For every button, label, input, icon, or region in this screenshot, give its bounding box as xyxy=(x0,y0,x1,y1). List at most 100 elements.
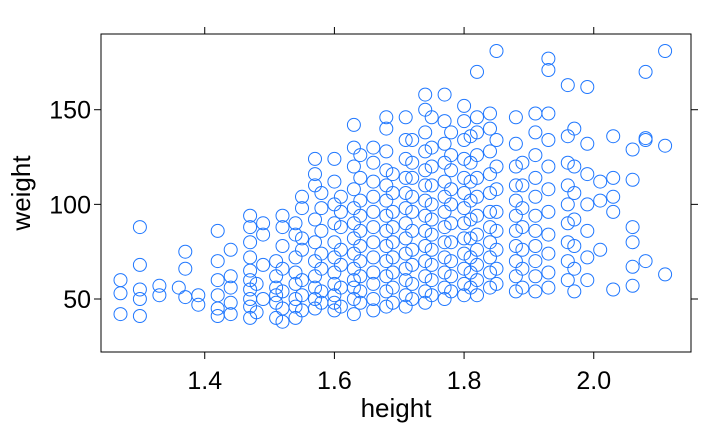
data-point xyxy=(508,193,523,208)
data-point xyxy=(398,151,413,166)
data-point xyxy=(379,193,394,208)
data-point xyxy=(132,309,147,323)
y-tick-label: 100 xyxy=(49,191,91,219)
data-point xyxy=(470,273,484,288)
data-point xyxy=(528,125,543,140)
data-point xyxy=(418,125,433,140)
data-point xyxy=(457,201,472,216)
data-point xyxy=(418,239,433,253)
data-point xyxy=(243,220,258,235)
data-point xyxy=(515,155,530,170)
data-point xyxy=(256,257,271,272)
data-point xyxy=(353,223,368,238)
data-point xyxy=(470,242,484,257)
data-point xyxy=(366,235,381,250)
data-point xyxy=(541,51,556,66)
data-point xyxy=(366,220,381,235)
data-point xyxy=(470,227,484,242)
data-point xyxy=(132,292,147,306)
x-tick-label: 1.4 xyxy=(187,367,222,395)
data-point xyxy=(508,136,523,151)
data-point xyxy=(405,223,420,238)
data-point xyxy=(210,273,225,288)
data-point xyxy=(346,201,361,216)
data-point xyxy=(418,144,433,159)
data-point xyxy=(398,110,413,125)
x-tick-label: 1.6 xyxy=(317,367,352,395)
data-point xyxy=(333,204,348,219)
data-point xyxy=(470,125,484,140)
data-point xyxy=(385,280,400,295)
data-point xyxy=(444,197,459,212)
data-point xyxy=(223,295,238,310)
data-point xyxy=(366,189,381,204)
data-point xyxy=(528,284,543,299)
data-point xyxy=(379,284,394,299)
data-point xyxy=(515,201,530,216)
data-point xyxy=(327,216,342,231)
data-point xyxy=(638,64,653,79)
data-point xyxy=(275,208,290,223)
data-point xyxy=(424,197,439,212)
data-point xyxy=(379,121,394,136)
data-point xyxy=(638,131,653,146)
data-point xyxy=(560,254,575,269)
data-point xyxy=(366,292,381,306)
data-point xyxy=(346,117,361,132)
data-point xyxy=(366,276,381,291)
data-point xyxy=(424,227,439,242)
data-point xyxy=(444,163,459,178)
data-point xyxy=(327,151,342,166)
data-point xyxy=(379,223,394,238)
data-point xyxy=(515,178,530,193)
data-point xyxy=(379,208,394,223)
data-point xyxy=(314,261,329,276)
data-point xyxy=(418,163,433,178)
data-point xyxy=(385,250,400,265)
data-point xyxy=(444,125,459,140)
data-point xyxy=(178,244,193,259)
x-axis: 1.4 1.6 1.8 2.0 xyxy=(187,27,611,395)
data-point xyxy=(249,276,264,291)
data-point xyxy=(567,261,582,276)
data-point xyxy=(528,148,543,163)
data-point xyxy=(580,250,595,265)
data-point xyxy=(353,170,368,185)
data-point xyxy=(405,292,420,306)
y-tick-label: 50 xyxy=(63,286,91,314)
data-point xyxy=(625,278,640,293)
data-point xyxy=(567,284,582,299)
data-point xyxy=(528,269,543,284)
data-point xyxy=(223,269,238,284)
data-point xyxy=(398,170,413,185)
data-point xyxy=(379,144,394,159)
data-point xyxy=(346,216,361,231)
data-point xyxy=(314,284,329,299)
data-point xyxy=(346,182,361,197)
x-tick-label: 2.0 xyxy=(576,367,611,395)
data-point xyxy=(606,170,621,185)
data-point xyxy=(366,250,381,265)
data-point xyxy=(210,288,225,303)
data-point xyxy=(457,261,472,276)
data-point xyxy=(288,299,303,314)
data-point xyxy=(385,295,400,310)
data-point xyxy=(178,261,193,276)
data-point xyxy=(379,269,394,284)
data-point xyxy=(223,307,238,322)
data-point xyxy=(327,197,342,212)
data-point xyxy=(308,151,322,166)
data-point xyxy=(437,250,452,265)
data-point xyxy=(333,189,348,204)
data-point xyxy=(625,235,640,250)
data-point xyxy=(295,273,309,288)
data-point xyxy=(275,239,290,253)
data-point xyxy=(457,114,472,129)
data-point xyxy=(457,246,472,261)
data-point xyxy=(625,172,640,187)
data-point xyxy=(113,273,128,288)
data-point xyxy=(541,159,556,174)
data-point xyxy=(256,227,271,242)
data-point xyxy=(437,87,452,102)
data-point xyxy=(483,167,497,182)
